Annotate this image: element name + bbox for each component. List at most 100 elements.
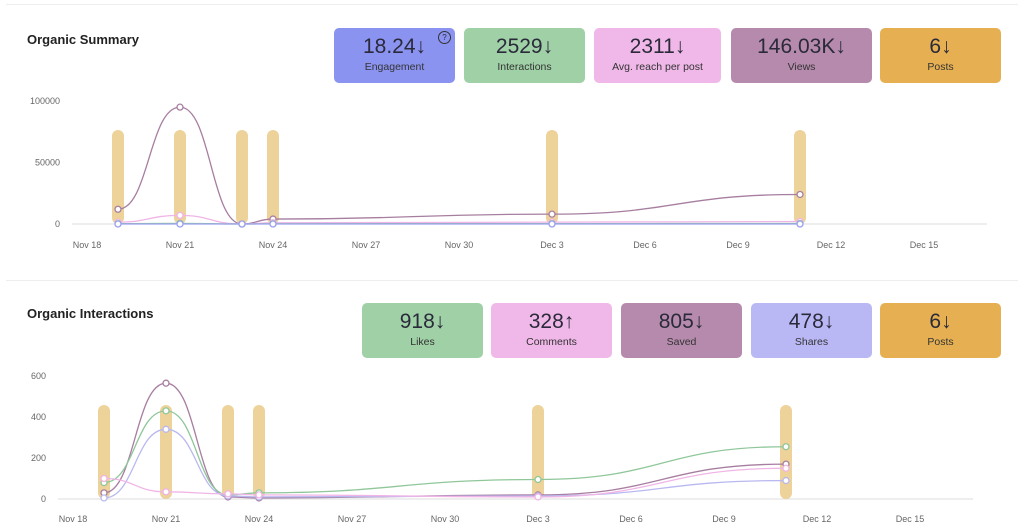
y-tick-label: 600 [31,371,46,381]
data-point [176,211,184,220]
metric-value: 6↓ [929,310,952,333]
x-tick-label: Nov 18 [73,240,102,250]
x-tick-label: Nov 27 [352,240,381,250]
metric-value: 805↓ [658,310,705,333]
x-tick-label: Nov 21 [166,240,195,250]
metric-value: 2311↓ [629,35,686,58]
post-bar [794,130,806,224]
metric-label: Shares [794,336,829,348]
organic-interactions-title: Organic Interactions [27,306,154,321]
data-point [162,379,170,387]
x-tick-label: Dec 3 [526,514,550,524]
x-tick-label: Dec 15 [910,240,939,250]
series-line-avg-reach-per-post [117,214,801,225]
metric-label: Posts [927,61,954,73]
y-tick-label: 0 [41,494,46,504]
post-bar [98,405,110,499]
data-point [269,220,277,228]
y-tick-label: 400 [31,412,46,422]
metric-card-comments[interactable]: 328↑ Comments [491,303,612,358]
metric-label: Interactions [497,61,552,73]
x-tick-label: Nov 24 [245,514,274,524]
data-point [534,493,542,501]
x-tick-label: Dec 9 [726,240,750,250]
x-tick-label: Nov 18 [59,514,88,524]
data-point [162,407,170,415]
x-tick-label: Dec 12 [803,514,832,524]
data-point [100,494,108,502]
data-point [100,474,108,483]
metric-value: 328↑ [528,310,575,333]
post-bar [222,405,234,499]
x-tick-label: Dec 9 [712,514,736,524]
post-bar [236,130,248,224]
metric-value: 146.03K↓ [757,35,846,58]
metric-card-views[interactable]: 146.03K↓ Views [731,28,872,83]
x-tick-label: Nov 21 [152,514,181,524]
metric-label: Likes [410,336,435,348]
data-point [782,464,790,472]
post-bar [253,405,265,499]
data-point [534,475,542,484]
metric-value: 18.24↓ [362,35,427,58]
metric-value: 918↓ [399,310,446,333]
data-point [114,220,122,228]
metric-label: Views [787,61,816,73]
post-bar [174,130,186,224]
y-tick-label: 0 [55,219,60,229]
metric-card-posts[interactable]: 6↓ Posts [880,28,1001,83]
x-tick-label: Dec 6 [619,514,643,524]
data-point [782,443,790,451]
metric-value: 6↓ [929,35,952,58]
series-line-shares [103,428,787,499]
data-point [255,491,263,499]
x-tick-label: Nov 24 [259,240,288,250]
x-tick-label: Dec 6 [633,240,657,250]
data-point [162,488,170,496]
data-point [224,490,232,498]
data-point [176,103,184,111]
metric-label: Comments [526,336,577,348]
y-tick-label: 100000 [30,96,60,106]
y-tick-label: 200 [31,453,46,463]
metric-label: Saved [666,336,697,348]
data-point [238,220,246,228]
organic-summary-title: Organic Summary [27,32,139,47]
metric-card-engagement[interactable]: 18.24↓ Engagement? [334,28,455,83]
metric-card-saved[interactable]: 805↓ Saved [621,303,742,358]
data-point [796,190,804,199]
help-icon[interactable]: ? [438,31,451,44]
metric-label: Engagement [364,61,425,73]
metric-label: Posts [927,336,954,348]
data-point [782,476,790,485]
metric-label: Avg. reach per post [612,61,703,73]
metric-value: 2529↓ [495,35,554,58]
metric-card-interactions[interactable]: 2529↓ Interactions [464,28,585,83]
series-line-views [117,106,801,225]
x-tick-label: Nov 30 [431,514,460,524]
metric-value: 478↓ [788,310,835,333]
x-tick-label: Dec 3 [540,240,564,250]
post-bar [532,405,544,499]
data-point [114,205,122,213]
data-point [176,220,184,228]
x-tick-label: Nov 27 [338,514,367,524]
data-point [162,425,170,433]
metric-card-avg-reach-per-post[interactable]: 2311↓ Avg. reach per post [594,28,721,83]
x-tick-label: Nov 30 [445,240,474,250]
post-bar [546,130,558,224]
post-bar [112,130,124,224]
y-tick-label: 50000 [35,158,60,168]
data-point [796,220,804,228]
metric-card-posts[interactable]: 6↓ Posts [880,303,1001,358]
post-bar [267,130,279,224]
series-line-saved [103,382,787,499]
post-bar [780,405,792,499]
x-tick-label: Dec 15 [896,514,925,524]
post-bar [160,405,172,499]
data-point [548,220,556,228]
metric-card-likes[interactable]: 918↓ Likes [362,303,483,358]
series-line-likes [103,410,787,496]
metric-card-shares[interactable]: 478↓ Shares [751,303,872,358]
